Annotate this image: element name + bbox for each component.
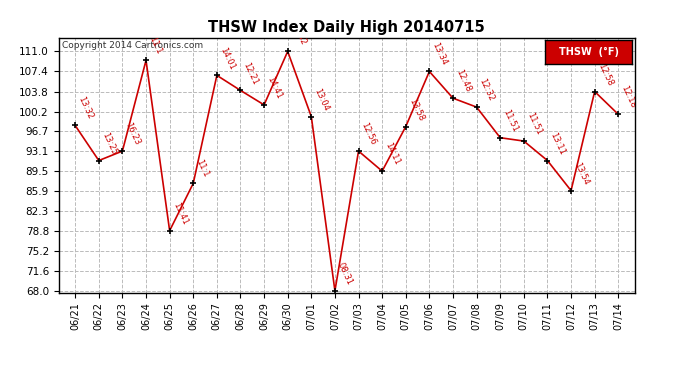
Text: 14:01: 14:01 (218, 46, 236, 71)
Text: 12:48: 12:48 (454, 68, 473, 94)
Text: 14:41: 14:41 (265, 75, 284, 100)
Text: 11:41: 11:41 (171, 201, 189, 226)
Text: 13:42: 13:42 (289, 21, 307, 47)
Text: 11:51: 11:51 (502, 108, 520, 133)
Text: 12:21: 12:21 (241, 61, 260, 86)
Text: 13:54: 13:54 (572, 161, 591, 186)
Text: 13:58: 13:58 (407, 97, 425, 122)
Text: 14:11: 14:11 (384, 141, 402, 166)
Text: 13:04: 13:04 (313, 87, 331, 112)
Text: 12:18: 12:18 (620, 84, 638, 110)
Text: 11:1: 11:1 (147, 35, 163, 56)
Text: 12:58: 12:58 (596, 62, 614, 87)
Text: 13:11: 13:11 (549, 130, 567, 156)
Text: 11:1: 11:1 (195, 158, 210, 179)
Text: 13:25: 13:25 (100, 130, 118, 156)
Title: THSW Index Daily High 20140715: THSW Index Daily High 20140715 (208, 20, 485, 35)
Text: 08:31: 08:31 (336, 261, 355, 286)
Text: 16:23: 16:23 (124, 121, 142, 147)
Text: 12:56: 12:56 (359, 121, 378, 147)
Text: 13:32: 13:32 (77, 96, 95, 121)
Text: 13:34: 13:34 (431, 42, 449, 67)
Text: 12:32: 12:32 (477, 77, 496, 103)
Text: 11:51: 11:51 (525, 111, 543, 136)
Text: Copyright 2014 Cartronics.com: Copyright 2014 Cartronics.com (61, 41, 203, 50)
